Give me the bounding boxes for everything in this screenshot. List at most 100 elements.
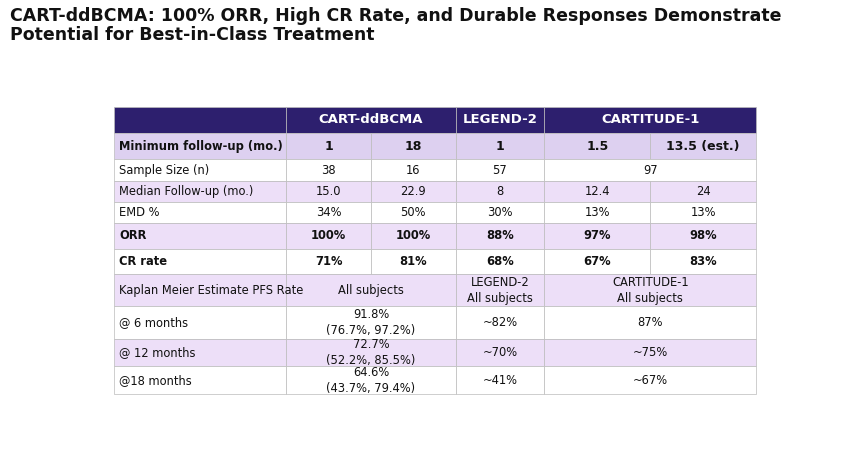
Text: 91.8%
(76.7%, 97.2%): 91.8% (76.7%, 97.2%) xyxy=(326,307,415,337)
Text: 15.0: 15.0 xyxy=(316,185,341,198)
Text: Potential for Best-in-Class Treatment: Potential for Best-in-Class Treatment xyxy=(10,26,374,44)
Text: 22.9: 22.9 xyxy=(401,185,426,198)
FancyBboxPatch shape xyxy=(286,275,456,306)
Text: ~82%: ~82% xyxy=(482,316,518,328)
FancyBboxPatch shape xyxy=(456,275,544,306)
FancyBboxPatch shape xyxy=(456,367,544,394)
FancyBboxPatch shape xyxy=(544,133,650,159)
FancyBboxPatch shape xyxy=(544,338,756,367)
FancyBboxPatch shape xyxy=(544,107,756,133)
FancyBboxPatch shape xyxy=(456,107,544,133)
FancyBboxPatch shape xyxy=(286,159,371,180)
FancyBboxPatch shape xyxy=(286,367,456,394)
FancyBboxPatch shape xyxy=(544,367,756,394)
FancyBboxPatch shape xyxy=(650,249,756,275)
Text: 1: 1 xyxy=(324,139,333,153)
Text: Kaplan Meier Estimate PFS Rate: Kaplan Meier Estimate PFS Rate xyxy=(119,284,304,297)
FancyBboxPatch shape xyxy=(456,159,544,180)
Text: CART-ddBCMA: CART-ddBCMA xyxy=(318,113,423,126)
Text: 12.4: 12.4 xyxy=(584,185,610,198)
FancyBboxPatch shape xyxy=(371,202,456,223)
Text: LEGEND-2: LEGEND-2 xyxy=(463,113,537,126)
FancyBboxPatch shape xyxy=(114,107,286,133)
Text: Minimum follow-up (mo.): Minimum follow-up (mo.) xyxy=(119,139,283,153)
FancyBboxPatch shape xyxy=(544,249,650,275)
FancyBboxPatch shape xyxy=(544,159,756,180)
Text: 50%: 50% xyxy=(401,206,426,219)
Text: LEGEND-2
All subjects: LEGEND-2 All subjects xyxy=(467,276,533,305)
FancyBboxPatch shape xyxy=(456,180,544,202)
FancyBboxPatch shape xyxy=(114,159,286,180)
Text: CARTITUDE-1: CARTITUDE-1 xyxy=(601,113,700,126)
Text: 67%: 67% xyxy=(583,255,611,268)
FancyBboxPatch shape xyxy=(544,202,650,223)
Text: 97: 97 xyxy=(643,164,658,177)
FancyBboxPatch shape xyxy=(456,306,544,338)
FancyBboxPatch shape xyxy=(114,249,286,275)
FancyBboxPatch shape xyxy=(544,306,756,338)
FancyBboxPatch shape xyxy=(286,338,456,367)
FancyBboxPatch shape xyxy=(286,306,456,338)
Text: 38: 38 xyxy=(321,164,336,177)
FancyBboxPatch shape xyxy=(114,223,286,249)
Text: 64.6%
(43.7%, 79.4%): 64.6% (43.7%, 79.4%) xyxy=(326,366,415,395)
FancyBboxPatch shape xyxy=(286,180,371,202)
Text: 100%: 100% xyxy=(311,229,346,242)
Text: ~75%: ~75% xyxy=(633,346,668,359)
Text: CART-ddBCMA: 100% ORR, High CR Rate, and Durable Responses Demonstrate: CART-ddBCMA: 100% ORR, High CR Rate, and… xyxy=(10,7,782,25)
Text: EMD %: EMD % xyxy=(119,206,160,219)
Text: ORR: ORR xyxy=(119,229,147,242)
Text: 13.5 (est.): 13.5 (est.) xyxy=(666,139,740,153)
Text: @ 12 months: @ 12 months xyxy=(119,346,196,359)
FancyBboxPatch shape xyxy=(544,180,650,202)
FancyBboxPatch shape xyxy=(114,133,286,159)
Text: @18 months: @18 months xyxy=(119,374,192,387)
FancyBboxPatch shape xyxy=(456,338,544,367)
FancyBboxPatch shape xyxy=(371,133,456,159)
Text: 13%: 13% xyxy=(690,206,716,219)
Text: 8: 8 xyxy=(497,185,503,198)
FancyBboxPatch shape xyxy=(286,223,371,249)
Text: 18: 18 xyxy=(405,139,422,153)
FancyBboxPatch shape xyxy=(456,249,544,275)
Text: 87%: 87% xyxy=(638,316,663,328)
FancyBboxPatch shape xyxy=(114,202,286,223)
Text: 88%: 88% xyxy=(486,229,514,242)
Text: 16: 16 xyxy=(406,164,420,177)
Text: 71%: 71% xyxy=(315,255,342,268)
FancyBboxPatch shape xyxy=(114,275,286,306)
Text: 100%: 100% xyxy=(396,229,431,242)
Text: 13%: 13% xyxy=(584,206,610,219)
FancyBboxPatch shape xyxy=(114,306,286,338)
FancyBboxPatch shape xyxy=(114,338,286,367)
FancyBboxPatch shape xyxy=(456,133,544,159)
Text: CARTITUDE-1
All subjects: CARTITUDE-1 All subjects xyxy=(612,276,689,305)
Text: 57: 57 xyxy=(492,164,508,177)
FancyBboxPatch shape xyxy=(650,133,756,159)
Text: 24: 24 xyxy=(696,185,711,198)
Text: 98%: 98% xyxy=(689,229,717,242)
FancyBboxPatch shape xyxy=(286,107,456,133)
Text: ~67%: ~67% xyxy=(633,374,668,387)
Text: @ 6 months: @ 6 months xyxy=(119,316,188,328)
FancyBboxPatch shape xyxy=(114,180,286,202)
FancyBboxPatch shape xyxy=(371,249,456,275)
Text: All subjects: All subjects xyxy=(338,284,404,297)
FancyBboxPatch shape xyxy=(114,367,286,394)
Text: Sample Size (n): Sample Size (n) xyxy=(119,164,210,177)
Text: 97%: 97% xyxy=(583,229,611,242)
Text: 81%: 81% xyxy=(400,255,427,268)
Text: 72.7%
(52.2%, 85.5%): 72.7% (52.2%, 85.5%) xyxy=(326,338,415,367)
FancyBboxPatch shape xyxy=(544,223,650,249)
FancyBboxPatch shape xyxy=(371,159,456,180)
FancyBboxPatch shape xyxy=(650,223,756,249)
FancyBboxPatch shape xyxy=(286,202,371,223)
FancyBboxPatch shape xyxy=(371,180,456,202)
Text: 34%: 34% xyxy=(316,206,341,219)
FancyBboxPatch shape xyxy=(544,275,756,306)
FancyBboxPatch shape xyxy=(650,202,756,223)
FancyBboxPatch shape xyxy=(456,202,544,223)
Text: 68%: 68% xyxy=(486,255,514,268)
FancyBboxPatch shape xyxy=(286,133,371,159)
Text: ~70%: ~70% xyxy=(482,346,518,359)
